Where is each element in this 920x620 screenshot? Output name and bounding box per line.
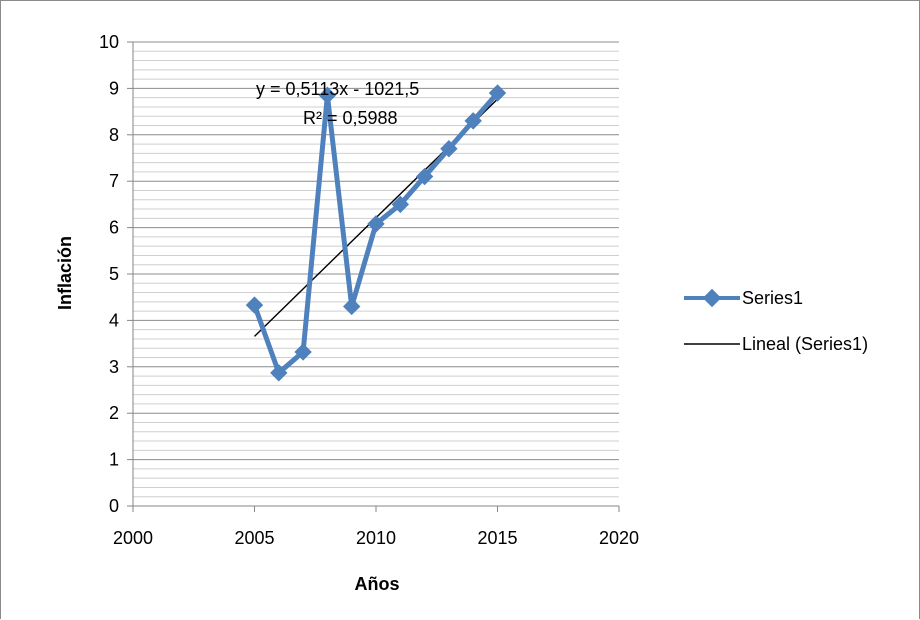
y-tick-label: 9 (109, 78, 119, 98)
y-tick-label: 4 (109, 310, 119, 330)
data-point-marker (440, 140, 458, 158)
legend-trendline-label: Lineal (Series1) (742, 334, 868, 354)
data-point-marker (245, 296, 264, 314)
axes (127, 41, 620, 512)
data-point-marker (391, 195, 410, 214)
legend-series1-marker-icon (702, 288, 722, 308)
y-tick-label: 0 (109, 496, 119, 516)
data-point-marker (318, 86, 337, 105)
y-axis-title: Inflación (55, 236, 75, 310)
legend-item-series1: Series1 (684, 288, 803, 308)
x-tick-label: 2010 (356, 528, 396, 548)
series-layer (245, 84, 507, 382)
data-point-marker (415, 167, 434, 186)
trend-equation-label: y = 0,5113x - 1021,5 (256, 79, 419, 99)
y-tick-label: 6 (109, 218, 119, 238)
x-tick-label: 2005 (234, 528, 274, 548)
x-tick-label: 2020 (599, 528, 639, 548)
y-tick-label: 8 (109, 125, 119, 145)
tick-labels: 0 1 2 3 4 5 6 7 8 9 10 2000 2005 2010 2015 2020 (99, 32, 639, 548)
y-tick-label: 7 (109, 171, 119, 191)
data-point-marker (294, 343, 312, 361)
x-axis-title: Años (355, 574, 400, 594)
annotation-layer: y = 0,5113x - 1021,5 R² = 0,5988 (256, 79, 419, 128)
legend: Series1 Lineal (Series1) (684, 288, 868, 354)
y-tick-label: 1 (109, 450, 119, 470)
data-point-marker (464, 112, 482, 130)
data-point-marker (342, 297, 361, 316)
y-tick-label: 3 (109, 357, 119, 377)
data-point-marker (270, 364, 288, 382)
y-tick-label: 5 (109, 264, 119, 284)
data-point-marker (488, 84, 507, 102)
legend-series1-label: Series1 (742, 288, 803, 308)
gridlines (133, 41, 619, 507)
x-tick-label: 2000 (113, 528, 153, 548)
data-point-marker (367, 215, 385, 233)
y-tick-label: 2 (109, 403, 119, 423)
x-tick-label: 2015 (477, 528, 517, 548)
legend-item-trendline: Lineal (Series1) (684, 334, 868, 354)
trend-rsquared-label: R² = 0,5988 (303, 108, 398, 128)
y-tick-label: 10 (99, 32, 119, 52)
